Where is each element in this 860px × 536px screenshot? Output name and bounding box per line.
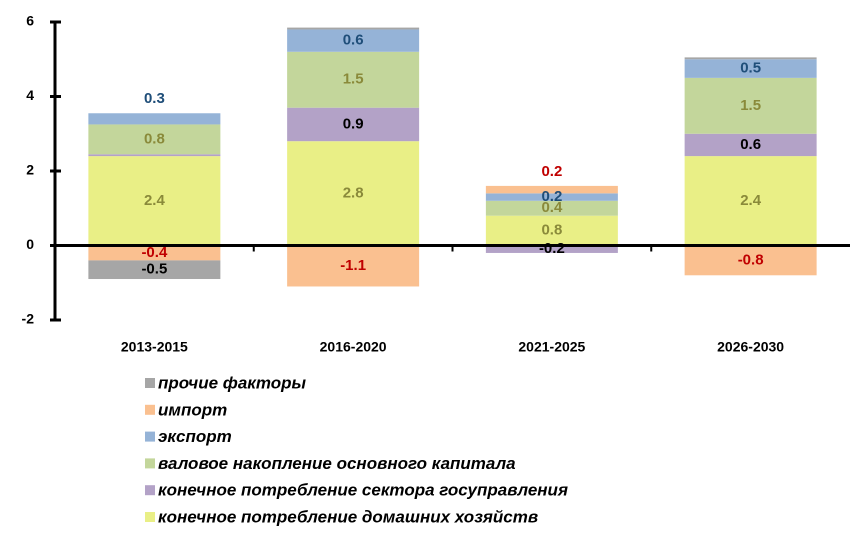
data-label: 0.2 — [541, 163, 562, 180]
legend-label: конечное потребление домашних хозяйств — [158, 507, 538, 526]
y-tick-label: 6 — [26, 13, 34, 29]
legend-swatch — [145, 378, 155, 388]
legend-label: конечное потребление сектора госуправлен… — [158, 481, 568, 500]
bar-segment — [684, 245, 817, 276]
bar-segment — [485, 193, 618, 201]
data-label: 0.2 — [541, 188, 562, 205]
data-label: 1.5 — [343, 71, 364, 88]
data-label: 2.8 — [343, 184, 364, 201]
x-tick-label: 2026-2030 — [717, 339, 784, 355]
y-tick-label: 2 — [26, 162, 34, 178]
data-label: 0.5 — [740, 60, 761, 77]
bar-segment — [287, 245, 420, 287]
data-label: -1.1 — [340, 257, 366, 274]
legend-label: валовое накопление основного капитала — [158, 454, 516, 473]
bar-segment — [684, 59, 817, 78]
data-label: 0.9 — [343, 115, 364, 132]
legend-label: импорт — [158, 400, 227, 419]
bar-segment — [485, 185, 618, 194]
bar-segment — [88, 113, 221, 125]
y-tick-label: 0 — [26, 236, 34, 252]
data-label: -0.5 — [141, 261, 167, 278]
data-label: 0.3 — [144, 90, 165, 107]
bar-segment — [287, 29, 420, 52]
bar-segment — [88, 154, 221, 157]
data-label: 2.4 — [740, 192, 762, 209]
data-label: 0.4 — [541, 199, 563, 216]
bar-segment — [684, 133, 817, 157]
legend-swatch — [145, 431, 155, 442]
data-label: 0.8 — [144, 130, 165, 147]
legend-swatch — [145, 458, 155, 469]
data-label: 2.4 — [144, 192, 166, 209]
legend-swatch — [145, 485, 155, 496]
bar-segment — [485, 245, 618, 253]
x-tick-label: 2013-2015 — [121, 339, 188, 355]
bar-segment — [684, 77, 817, 134]
data-label: 0.8 — [541, 222, 562, 239]
legend-swatch — [145, 404, 155, 415]
bar-segment — [287, 27, 420, 30]
bar-segment — [287, 51, 420, 108]
x-tick-label: 2021-2025 — [518, 339, 585, 355]
data-label: 0.6 — [740, 136, 761, 153]
bar-segment — [684, 57, 817, 60]
bar-segment — [88, 124, 221, 155]
data-label: 1.5 — [740, 97, 761, 114]
bar-segment — [485, 200, 618, 216]
bar-segment — [485, 215, 618, 246]
legend-label: прочие факторы — [158, 373, 307, 392]
bar-segment — [287, 107, 420, 142]
x-tick-label: 2016-2020 — [320, 339, 387, 355]
bar-segment — [88, 156, 221, 246]
legend-label: экспорт — [158, 427, 232, 446]
data-label: -0.4 — [141, 244, 168, 261]
data-label: -0.2 — [539, 240, 565, 257]
y-tick-label: 4 — [26, 87, 34, 103]
bar-segment — [88, 245, 221, 261]
y-tick-label: -2 — [22, 311, 35, 327]
bar-segment — [684, 156, 817, 246]
data-label: -0.8 — [738, 251, 764, 268]
bar-segment — [287, 141, 420, 246]
bar-segment — [88, 260, 221, 280]
data-label: 0.6 — [343, 32, 364, 49]
legend-swatch — [145, 512, 155, 522]
